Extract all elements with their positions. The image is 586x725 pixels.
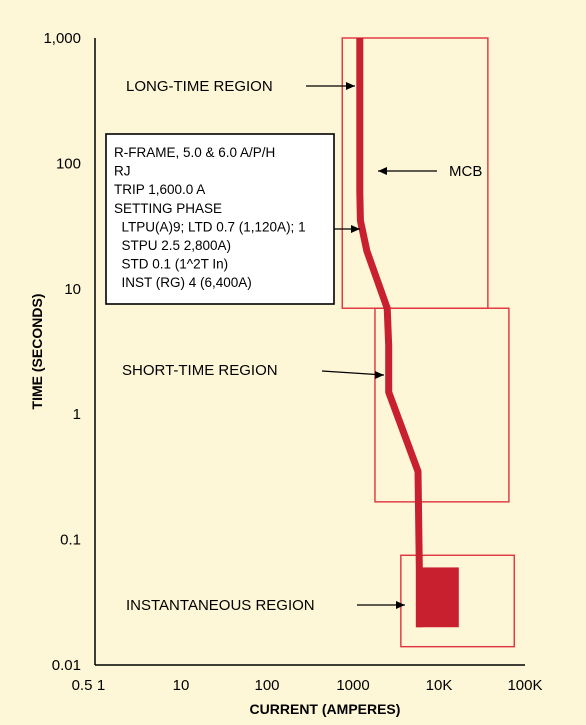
y-tick-label: 0.01 <box>52 657 81 674</box>
x-tick-label: 10K <box>426 677 453 694</box>
settings-box <box>105 133 335 305</box>
x-tick-label: 1 <box>97 677 105 694</box>
short-time-arrow-head <box>375 371 384 379</box>
settings-line: R-FRAME, 5.0 & 6.0 A/P/H <box>114 145 275 160</box>
settings-line: LTPU(A)9; LTD 0.7 (1,120A); 1 <box>114 219 306 234</box>
x-axis-title: CURRENT (AMPERES) <box>250 701 401 717</box>
settings-line: RJ <box>114 164 131 179</box>
short-time-region-label: SHORT-TIME REGION <box>122 362 278 379</box>
instantaneous-trip-band <box>416 567 459 628</box>
region-box <box>374 307 510 503</box>
y-tick-label: 1 <box>73 406 81 423</box>
instantaneous-arrow-head <box>396 601 405 609</box>
settings-line: INST (RG) 4 (6,400A) <box>114 275 252 290</box>
settings-line: STPU 2.5 2,800A) <box>114 238 231 253</box>
x-tick-label: 100K <box>507 677 542 694</box>
y-tick-label: 100 <box>56 155 81 172</box>
y-tick-label: 0.1 <box>60 532 81 549</box>
instantaneous-region-label: INSTANTANEOUS REGION <box>126 597 315 614</box>
mcb-trip-curve <box>356 38 423 628</box>
region-box <box>400 554 515 648</box>
mcb-label: MCB <box>449 163 482 180</box>
settings-arrow-head <box>351 225 360 233</box>
y-tick-label: 1,000 <box>43 30 81 47</box>
x-tick-label: 100 <box>254 677 279 694</box>
x-tick-label: 10 <box>173 677 190 694</box>
settings-line: SETTING PHASE <box>114 201 222 216</box>
x-tick-label: 0.5 <box>72 677 93 694</box>
mcb-arrow-head <box>378 167 387 175</box>
short-time-arrow <box>321 370 385 376</box>
long-time-region-label: LONG-TIME REGION <box>126 78 273 95</box>
long-time-arrow-head <box>346 82 355 90</box>
x-tick-label: 1000 <box>336 677 369 694</box>
settings-line: STD 0.1 (1^2T In) <box>114 257 228 272</box>
y-axis-title: TIME (SECONDS) <box>29 294 45 410</box>
settings-line: TRIP 1,600.0 A <box>114 182 205 197</box>
y-tick-label: 10 <box>64 281 81 298</box>
